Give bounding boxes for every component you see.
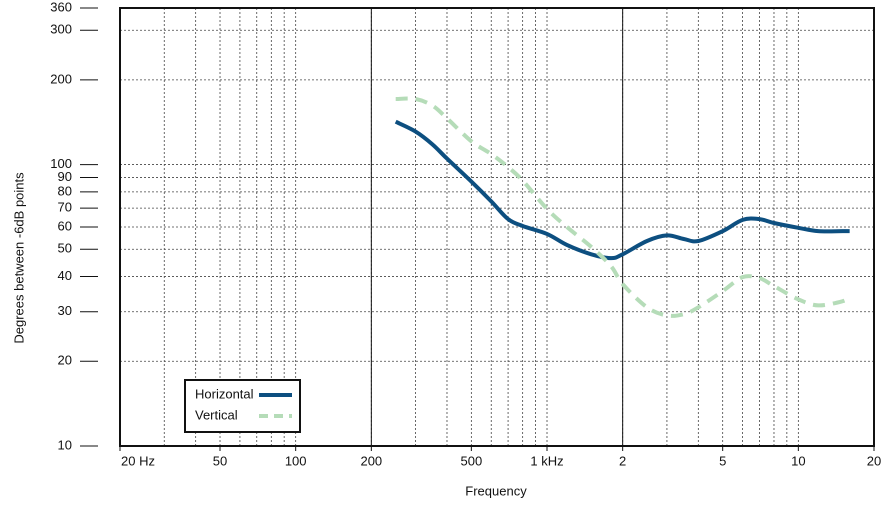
legend-label: Horizontal — [195, 386, 254, 401]
x-tick-label: 20 — [867, 453, 881, 468]
y-tick-label: 80 — [58, 183, 72, 198]
y-tick-label: 10 — [58, 437, 72, 452]
line-series — [395, 96, 851, 318]
x-axis-label: Frequency — [465, 483, 527, 498]
x-tick-label: 500 — [460, 453, 482, 468]
y-tick-label: 30 — [58, 303, 72, 318]
legend: Horizontal Vertical — [184, 379, 301, 433]
y-tick-label: 100 — [50, 156, 72, 171]
x-tick-label: 1 kHz — [530, 453, 563, 468]
y-tick-label: 60 — [58, 218, 72, 233]
y-tick-label: 90 — [58, 169, 72, 184]
y-tick-label: 40 — [58, 268, 72, 283]
x-tick-label: 10 — [791, 453, 805, 468]
x-tick-label: 50 — [213, 453, 227, 468]
legend-label: Vertical — [195, 407, 238, 422]
y-tick-label: 20 — [58, 353, 72, 368]
x-tick-label: 5 — [719, 453, 726, 468]
y-tick-label: 200 — [50, 71, 72, 86]
y-tick-label: 300 — [50, 22, 72, 37]
plot-frame — [119, 7, 875, 447]
x-tick-label: 20 Hz — [121, 453, 155, 468]
x-tick-label: 100 — [285, 453, 307, 468]
y-tick-label: 50 — [58, 241, 72, 256]
y-axis-label: Degrees between -6dB points — [11, 172, 26, 344]
line-series — [394, 119, 850, 261]
y-tick-label: 70 — [58, 200, 72, 215]
legend-box — [184, 379, 301, 433]
y-tick-label: 360 — [50, 0, 72, 14]
x-tick-label: 200 — [360, 453, 382, 468]
x-tick-label: 2 — [619, 453, 626, 468]
